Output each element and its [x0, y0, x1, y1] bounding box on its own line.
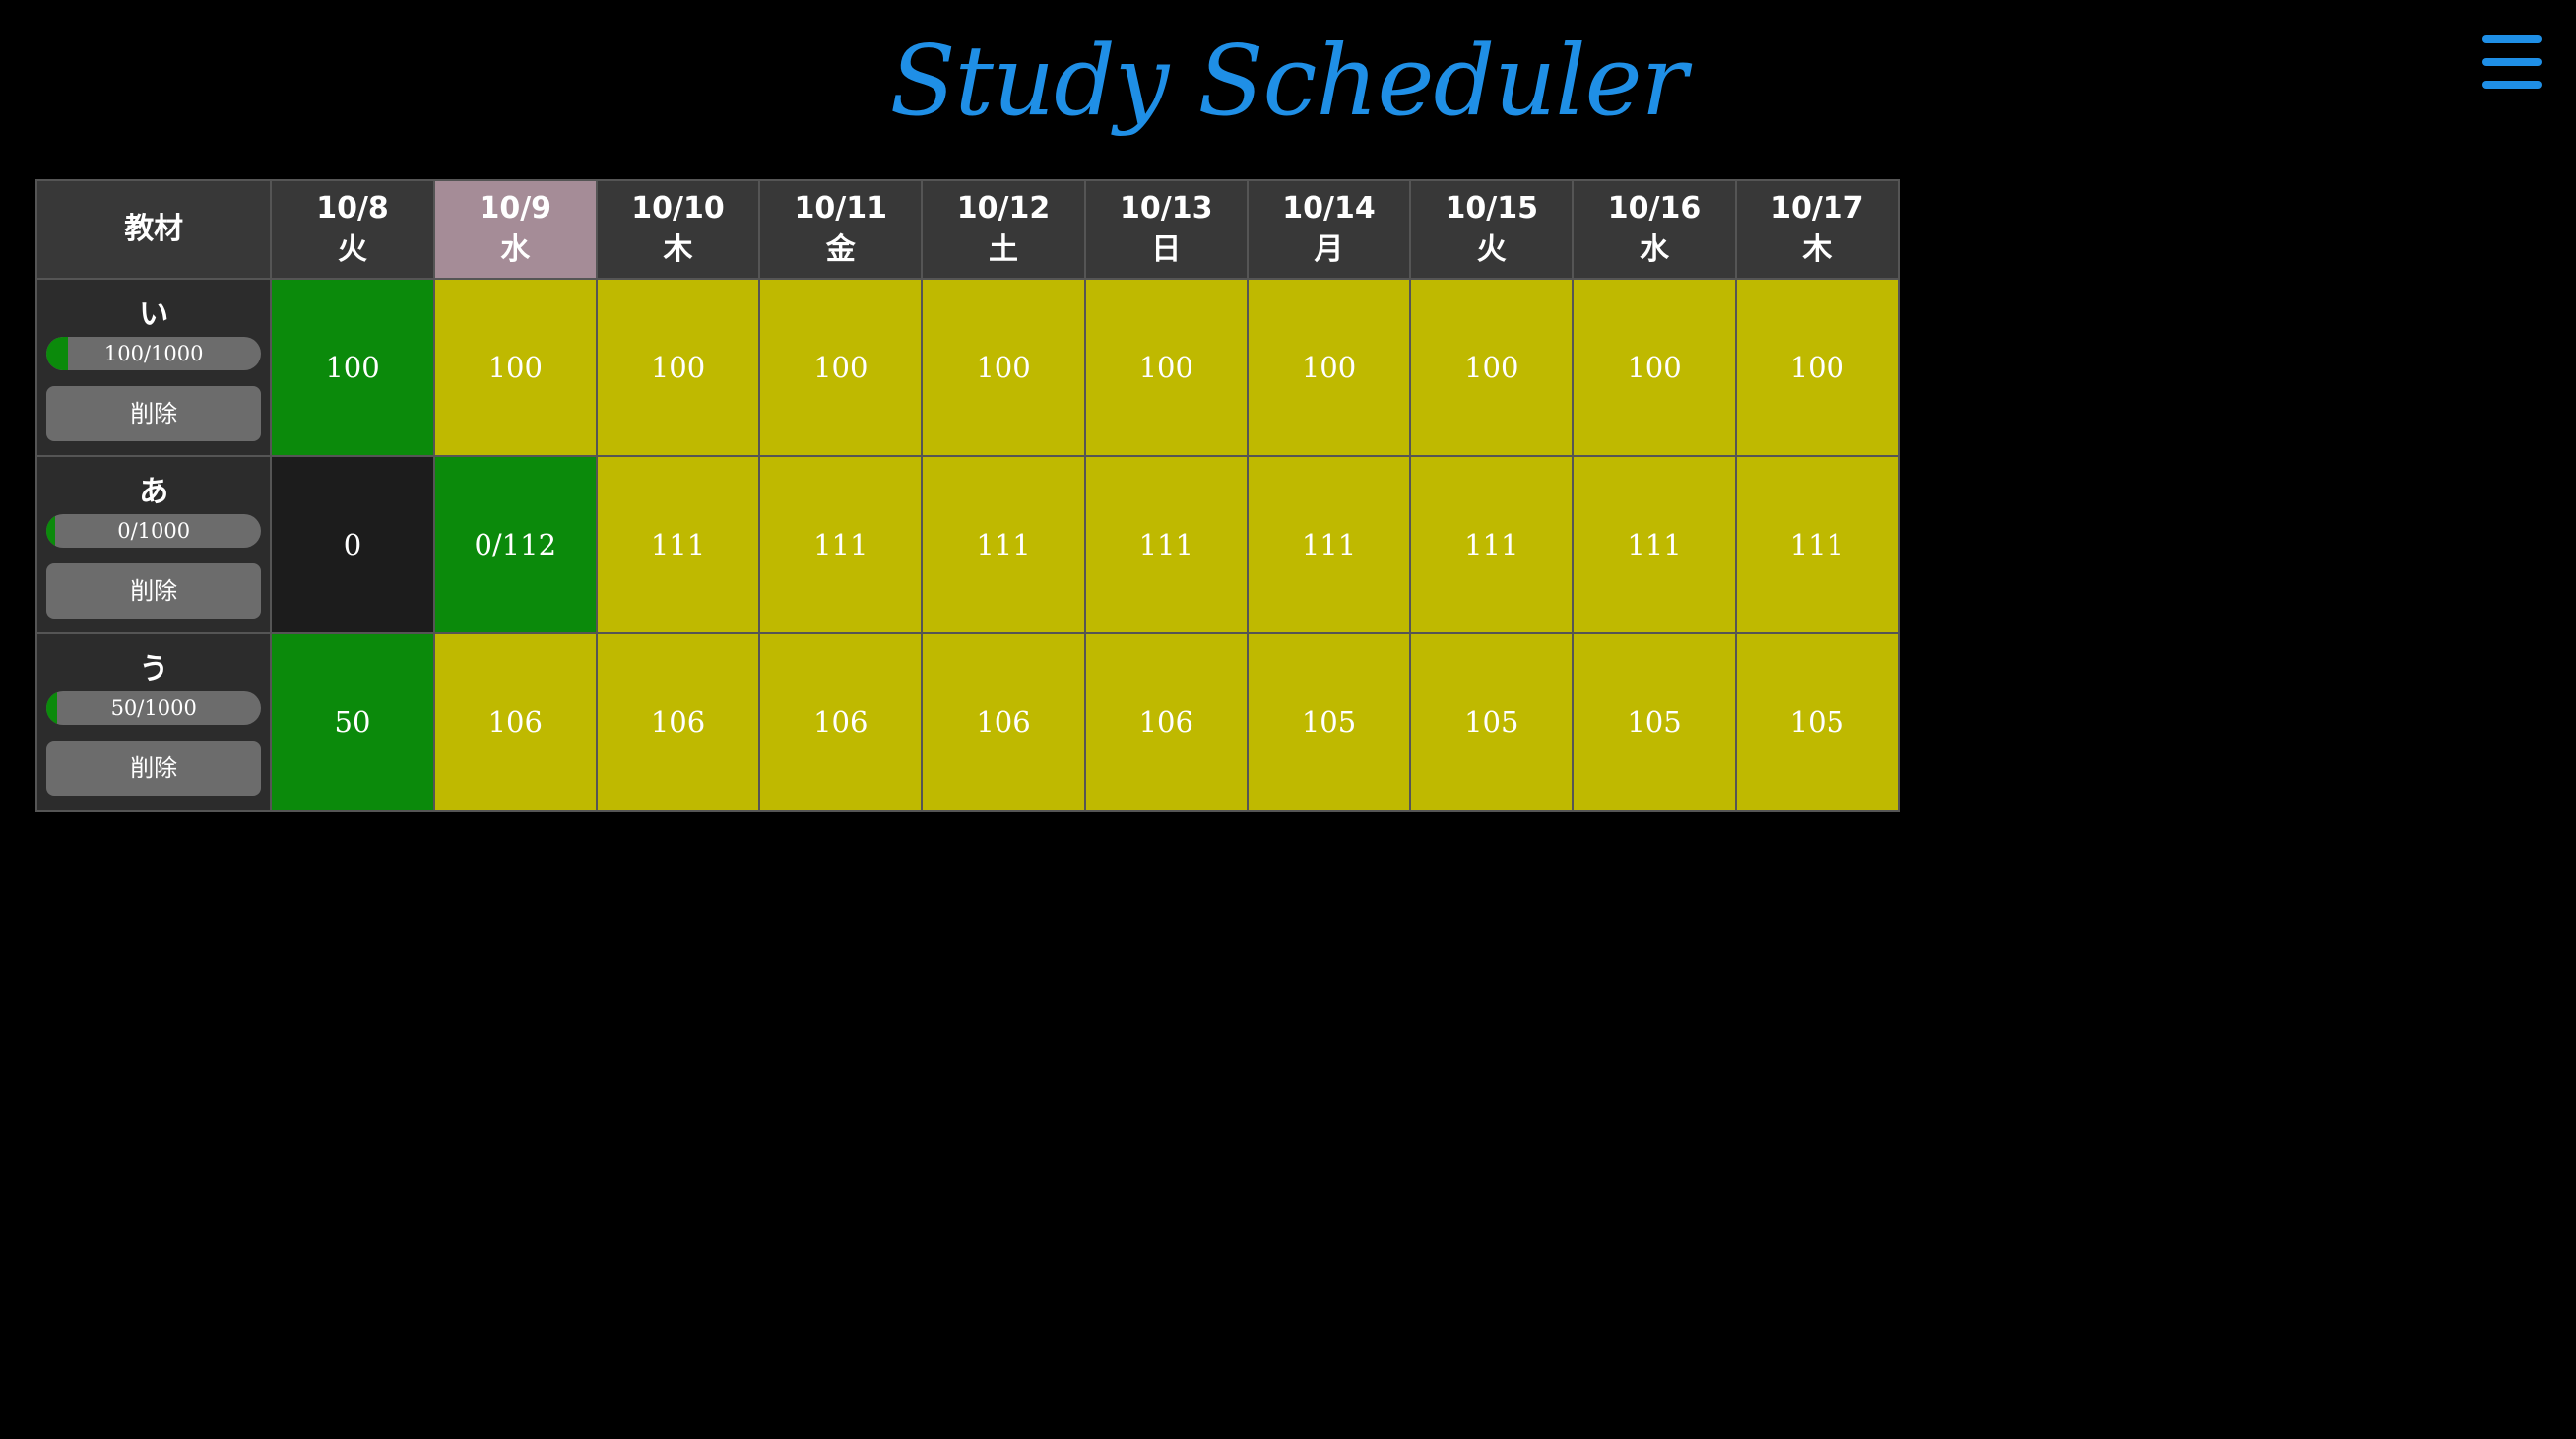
date-label: 10/13: [1120, 191, 1213, 226]
hamburger-menu-icon[interactable]: [2482, 35, 2542, 89]
date-label: 10/11: [794, 191, 887, 226]
day-cell[interactable]: 105: [1409, 632, 1575, 812]
progress-fill: [46, 337, 68, 370]
day-cell[interactable]: 111: [1734, 455, 1900, 634]
date-label: 10/15: [1445, 191, 1538, 226]
menu-bar: [2482, 58, 2542, 66]
day-cell[interactable]: 105: [1734, 632, 1900, 812]
material-info-cell: い 100/1000 削除: [34, 278, 273, 457]
date-label: 10/16: [1607, 191, 1702, 226]
schedule-table: 教材 10/8 火 10/9 水 10/10 木 10/11 金 10/12 土: [34, 179, 1900, 812]
material-name: う: [139, 652, 169, 687]
material-name: あ: [139, 475, 169, 509]
day-cell[interactable]: 111: [758, 455, 924, 634]
day-cell[interactable]: 106: [758, 632, 924, 812]
menu-bar: [2482, 81, 2542, 89]
date-header: 10/14 月: [1246, 179, 1412, 280]
progress-text: 0/1000: [117, 519, 191, 543]
day-cell[interactable]: 111: [1083, 455, 1249, 634]
day-cell[interactable]: 100: [1734, 278, 1900, 457]
date-label: 10/17: [1771, 191, 1864, 226]
material-name: い: [139, 297, 169, 332]
progress-fill: [46, 691, 58, 725]
material-row: い 100/1000 削除 100 100 100 100 100 100 10…: [34, 278, 1900, 457]
day-cell[interactable]: 106: [921, 632, 1086, 812]
day-cell[interactable]: 111: [595, 455, 761, 634]
app-title: Study Scheduler: [889, 26, 1687, 138]
weekday-label: 木: [1802, 232, 1833, 267]
day-cell[interactable]: 100: [595, 278, 761, 457]
day-cell[interactable]: 111: [1246, 455, 1412, 634]
weekday-label: 木: [663, 232, 693, 267]
progress-text: 50/1000: [110, 696, 197, 720]
material-info-cell: あ 0/1000 削除: [34, 455, 273, 634]
menu-bar: [2482, 35, 2542, 43]
date-header: 10/15 火: [1409, 179, 1575, 280]
weekday-label: 水: [500, 232, 531, 267]
date-header: 10/12 土: [921, 179, 1086, 280]
day-cell[interactable]: 111: [921, 455, 1086, 634]
date-label: 10/10: [631, 191, 725, 226]
date-label: 10/8: [316, 191, 389, 226]
material-row: う 50/1000 削除 50 106 106 106 106 106 105 …: [34, 632, 1900, 812]
weekday-label: 水: [1640, 232, 1669, 267]
material-row: あ 0/1000 削除 0 0/112 111 111 111 111 111 …: [34, 455, 1900, 634]
progress-bar: 100/1000: [46, 337, 262, 370]
schedule-header-row: 教材 10/8 火 10/9 水 10/10 木 10/11 金 10/12 土: [34, 179, 1900, 280]
material-column-header: 教材: [34, 179, 273, 280]
date-header: 10/11 金: [758, 179, 924, 280]
day-cell[interactable]: 106: [595, 632, 761, 812]
day-cell[interactable]: 100: [270, 278, 435, 457]
progress-bar: 50/1000: [46, 691, 262, 725]
delete-button[interactable]: 削除: [46, 741, 262, 796]
weekday-label: 月: [1314, 232, 1344, 267]
day-cell[interactable]: 100: [1083, 278, 1249, 457]
progress-bar: 0/1000: [46, 514, 262, 548]
weekday-label: 金: [825, 232, 856, 267]
day-cell[interactable]: 100: [432, 278, 598, 457]
day-cell[interactable]: 0/112: [432, 455, 598, 634]
delete-button[interactable]: 削除: [46, 386, 262, 441]
weekday-label: 日: [1151, 232, 1182, 267]
delete-button[interactable]: 削除: [46, 563, 262, 619]
material-info-cell: う 50/1000 削除: [34, 632, 273, 812]
day-cell[interactable]: 111: [1409, 455, 1575, 634]
date-header: 10/9 水: [432, 179, 598, 280]
day-cell[interactable]: 100: [1409, 278, 1575, 457]
day-cell[interactable]: 100: [1572, 278, 1737, 457]
date-header: 10/17 木: [1734, 179, 1900, 280]
progress-fill: [46, 514, 55, 548]
date-header: 10/13 日: [1083, 179, 1249, 280]
day-cell[interactable]: 105: [1572, 632, 1737, 812]
date-label: 10/12: [956, 191, 1051, 226]
day-cell[interactable]: 100: [758, 278, 924, 457]
day-cell[interactable]: 105: [1246, 632, 1412, 812]
weekday-label: 土: [989, 232, 1018, 267]
day-cell[interactable]: 100: [1246, 278, 1412, 457]
date-label: 10/9: [479, 191, 552, 226]
day-cell[interactable]: 111: [1572, 455, 1737, 634]
day-cell[interactable]: 0: [270, 455, 435, 634]
day-cell[interactable]: 50: [270, 632, 435, 812]
progress-text: 100/1000: [103, 342, 204, 365]
weekday-label: 火: [1476, 232, 1507, 267]
date-header: 10/10 木: [595, 179, 761, 280]
day-cell[interactable]: 106: [1083, 632, 1249, 812]
day-cell[interactable]: 106: [432, 632, 598, 812]
day-cell[interactable]: 100: [921, 278, 1086, 457]
weekday-label: 火: [338, 232, 367, 267]
date-header: 10/8 火: [270, 179, 435, 280]
date-header: 10/16 水: [1572, 179, 1737, 280]
date-label: 10/14: [1282, 191, 1376, 226]
